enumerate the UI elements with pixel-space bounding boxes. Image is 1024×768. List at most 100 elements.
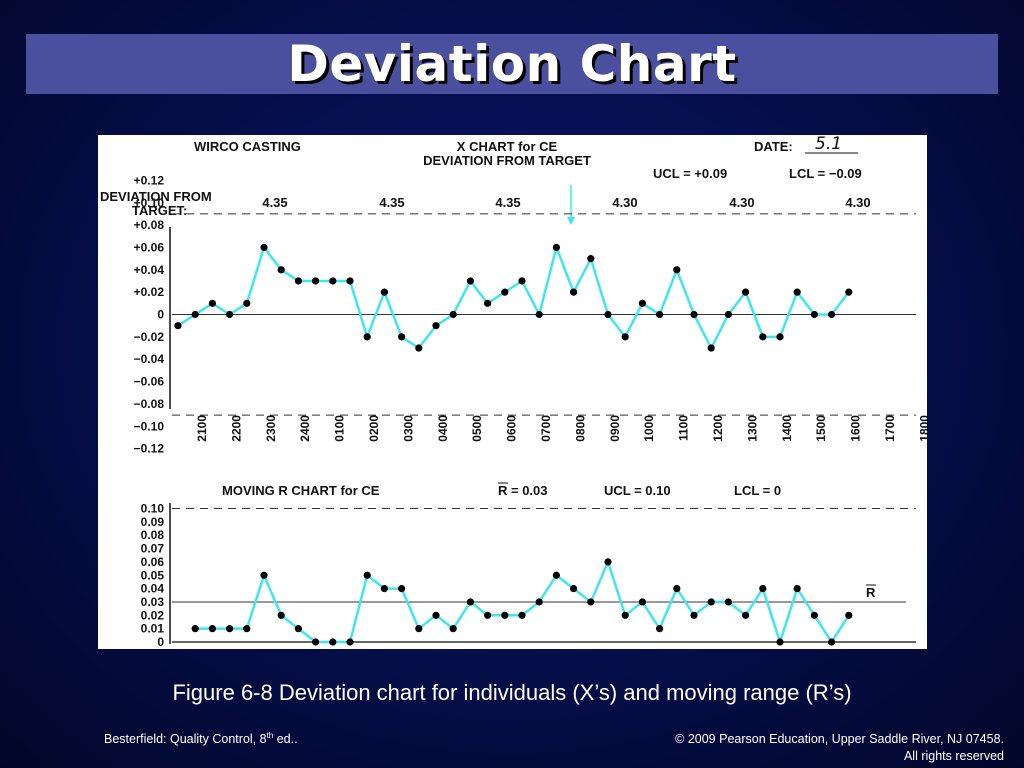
x-chart-point — [243, 299, 251, 307]
r-chart-y-tick-label: 0 — [157, 635, 164, 649]
x-chart-point — [587, 255, 595, 263]
x-chart-y-tick-label: −0.08 — [134, 397, 165, 411]
x-chart-point — [191, 310, 199, 319]
r-chart-point — [621, 611, 629, 619]
target-value: 4.30 — [845, 195, 870, 210]
x-chart-time-label: 1800 — [917, 415, 927, 442]
target-value: 4.35 — [262, 195, 287, 210]
r-chart-y-tick-label: 0.04 — [141, 582, 165, 596]
r-chart-point — [604, 558, 612, 566]
r-chart-point — [312, 638, 320, 646]
r-chart-lcl-label: LCL = 0 — [734, 483, 781, 498]
x-chart-point — [380, 288, 388, 296]
r-chart-point — [535, 598, 543, 606]
x-chart-time-label: 0400 — [436, 415, 450, 442]
r-chart-y-tick-label: 0.02 — [141, 608, 165, 622]
x-chart-point — [570, 288, 578, 296]
target-value: 4.30 — [729, 195, 754, 210]
r-chart-point — [260, 571, 268, 579]
x-chart-time-label: 1400 — [780, 415, 794, 442]
r-chart-point — [673, 585, 681, 593]
x-chart-series-line — [177, 243, 850, 351]
r-chart-point — [432, 611, 440, 619]
x-chart-y-tick-label: −0.02 — [134, 330, 165, 344]
r-chart-point — [656, 625, 664, 633]
r-chart-y-tick-label: 0.07 — [141, 542, 165, 556]
x-chart-point — [621, 333, 629, 341]
r-chart-point — [329, 638, 337, 646]
footer-citation: Besterfield: Quality Control, 8th ed.. — [104, 731, 298, 747]
x-chart-point — [638, 299, 647, 307]
r-chart-point — [707, 598, 715, 606]
r-chart-point — [552, 571, 560, 579]
x-chart-time-label: 2200 — [229, 415, 243, 442]
r-chart-point — [346, 638, 354, 646]
r-chart-point — [398, 585, 406, 593]
r-chart-point — [776, 638, 784, 646]
r-chart-point — [277, 611, 285, 619]
x-chart-y-tick-label: +0.08 — [134, 218, 165, 232]
x-chart-point — [690, 310, 698, 319]
x-chart-point — [742, 288, 750, 296]
x-chart-point — [845, 288, 853, 296]
title-bar: Deviation Chart — [26, 34, 998, 94]
x-chart-point — [312, 277, 320, 285]
x-chart-y-tick-label: +0.12 — [134, 173, 165, 187]
x-chart-y-tick-label: −0.10 — [134, 419, 165, 433]
r-chart-rbar-label: R = 0.03 — [498, 483, 548, 498]
r-chart-point — [363, 571, 371, 579]
r-chart-y-tick-label: 0.09 — [141, 515, 165, 529]
x-chart-point — [415, 344, 423, 352]
footer-copyright: © 2009 Pearson Education, Upper Saddle R… — [675, 731, 1004, 765]
r-chart-point — [449, 625, 457, 633]
x-chart-point — [260, 243, 268, 252]
r-chart-point — [828, 638, 836, 646]
slide-title: Deviation Chart — [287, 35, 737, 93]
r-chart-point — [518, 611, 526, 619]
r-chart-point — [466, 598, 474, 606]
x-chart-time-label: 0700 — [539, 415, 553, 442]
x-chart-point — [552, 243, 560, 252]
x-chart-point — [673, 266, 681, 274]
x-chart-y-tick-label: −0.12 — [134, 442, 165, 456]
x-chart-subtitle: DEVIATION FROM TARGET — [423, 153, 591, 168]
x-chart-point — [656, 310, 664, 319]
r-chart-point — [690, 611, 698, 619]
lcl-label: LCL = −0.09 — [789, 166, 862, 181]
x-chart-point — [776, 333, 784, 341]
r-chart-point — [294, 625, 302, 633]
x-chart-point — [346, 277, 354, 285]
x-chart-y-tick-label: +0.10 — [134, 196, 165, 210]
x-chart-point — [329, 277, 337, 285]
target-value: 4.35 — [379, 195, 404, 210]
x-chart-point — [604, 310, 612, 319]
x-chart-y-tick-label: 0 — [157, 308, 164, 322]
x-chart-point — [501, 288, 509, 296]
x-chart-point — [810, 310, 819, 319]
r-chart-point — [845, 611, 853, 619]
date-value: 5.1 — [815, 135, 842, 154]
x-chart-y-tick-label: +0.02 — [134, 285, 165, 299]
x-chart-time-label: 2400 — [298, 415, 312, 442]
x-chart-point — [535, 310, 543, 319]
r-chart-point — [208, 625, 216, 633]
x-chart-time-label: 1600 — [849, 415, 863, 442]
rbar-line-label: R — [866, 585, 876, 600]
x-chart-time-label: 0600 — [505, 415, 519, 442]
r-chart-point — [570, 585, 578, 593]
target-change-arrowhead — [567, 217, 575, 225]
x-chart-time-label: 0800 — [573, 415, 587, 442]
x-chart-point — [449, 310, 457, 319]
x-chart-point — [174, 322, 182, 330]
r-chart-point — [191, 625, 199, 633]
x-chart-point — [828, 310, 836, 319]
x-chart-y-tick-label: −0.06 — [134, 375, 165, 389]
r-chart-point — [501, 611, 509, 619]
r-chart-point — [793, 585, 801, 593]
x-chart-time-label: 0500 — [470, 415, 484, 442]
x-chart-point — [398, 333, 406, 341]
x-chart-time-label: 1500 — [814, 415, 828, 442]
x-chart-point — [208, 299, 216, 307]
copyright-line: © 2009 Pearson Education, Upper Saddle R… — [675, 732, 1004, 746]
target-value: 4.35 — [495, 195, 520, 210]
